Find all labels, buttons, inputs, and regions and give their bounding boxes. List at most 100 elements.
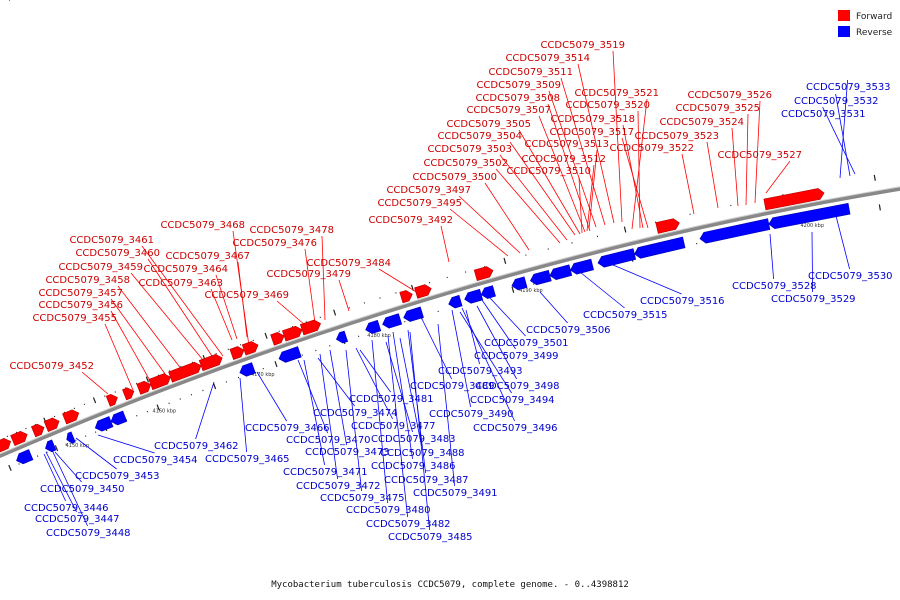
forward-gene-arrow xyxy=(763,188,825,211)
reverse-gene-label: CCDC5079_3499 xyxy=(474,351,559,362)
fwd-tick xyxy=(503,257,507,264)
forward-gene-label: CCDC5079_3523 xyxy=(634,131,719,142)
forward-gene-arrow xyxy=(62,409,80,425)
forward-gene-label: CCDC5079_3500 xyxy=(412,172,497,183)
reverse-label-line xyxy=(769,233,774,280)
tick-label: 4180 kbp xyxy=(367,333,391,339)
reverse-label-line xyxy=(355,347,393,420)
forward-label-line xyxy=(81,371,109,395)
reverse-gene-label: CCDC5079_3471 xyxy=(283,467,368,478)
forward-gene-label: CCDC5079_3497 xyxy=(386,185,471,196)
reverse-label-line xyxy=(465,309,480,365)
reverse-label-line xyxy=(834,211,850,270)
reverse-label-line xyxy=(822,106,856,175)
forward-gene-label: CCDC5079_3463 xyxy=(138,278,223,289)
forward-gene-arrow xyxy=(655,218,680,234)
forward-label-line xyxy=(637,110,641,229)
forward-gene-label: CCDC5079_3521 xyxy=(574,88,659,99)
reverse-label-line xyxy=(317,357,355,407)
tick-label: 4210 kbp xyxy=(0,0,12,2)
reverse-gene-label: CCDC5079_3494 xyxy=(470,395,555,406)
forward-label-line xyxy=(518,129,581,235)
reverse-gene-label: CCDC5079_3487 xyxy=(384,475,469,486)
genome-caption: Mycobacterium tuberculosis CCDC5079, com… xyxy=(271,580,629,590)
reverse-gene-arrow xyxy=(448,294,463,309)
forward-gene-label: CCDC5079_3514 xyxy=(505,53,590,64)
forward-gene-label: CCDC5079_3524 xyxy=(659,117,744,128)
forward-label-line xyxy=(621,137,649,229)
reverse-gene-arrow xyxy=(768,202,851,229)
reverse-gene-arrow xyxy=(16,449,34,465)
reverse-label-line xyxy=(481,299,516,350)
forward-gene-label: CCDC5079_3510 xyxy=(506,166,591,177)
reverse-gene-label: CCDC5079_3486 xyxy=(371,461,456,472)
reverse-gene-label: CCDC5079_3496 xyxy=(473,423,558,434)
rev-tick xyxy=(212,383,217,390)
forward-label-line xyxy=(304,248,316,324)
reverse-gene-arrow xyxy=(480,285,496,299)
forward-label-line xyxy=(681,153,695,215)
fwd-tick xyxy=(873,174,876,181)
forward-gene-label: CCDC5079_3479 xyxy=(266,269,351,280)
reverse-gene-label: CCDC5079_3516 xyxy=(640,296,725,307)
forward-gene-label: CCDC5079_3519 xyxy=(540,40,625,51)
forward-gene-label: CCDC5079_3518 xyxy=(550,114,635,125)
reverse-gene-arrow xyxy=(66,431,76,444)
forward-gene-label: CCDC5079_3512 xyxy=(521,154,606,165)
tick-labels: 4150 kbp 4160 kbp 4170 kbp 4180 kbp 4190 kbp… xyxy=(0,0,824,449)
forward-gene-label: CCDC5079_3495 xyxy=(377,198,462,209)
forward-label-line xyxy=(449,208,509,257)
reverse-gene-label: CCDC5079_3489 xyxy=(410,381,495,392)
forward-label-line xyxy=(631,98,648,230)
forward-gene-label: CCDC5079_3527 xyxy=(717,150,802,161)
reverse-label-line xyxy=(574,267,625,309)
reverse-gene-label: CCDC5079_3533 xyxy=(806,82,891,93)
forward-label-line xyxy=(586,164,595,232)
reverse-gene-label: CCDC5079_3446 xyxy=(24,503,109,514)
forward-label-line xyxy=(538,115,586,233)
reverse-label-line xyxy=(392,331,413,460)
forward-gene-arrow xyxy=(241,341,259,356)
forward-label-line xyxy=(745,113,749,206)
backbone xyxy=(0,186,900,459)
tick-label: 4200 kbp xyxy=(800,223,824,229)
reverse-gene-arrow xyxy=(549,264,573,280)
reverse-gene-label: CCDC5079_3482 xyxy=(366,519,451,530)
forward-gene-label: CCDC5079_3476 xyxy=(232,238,317,249)
reverse-gene-label: CCDC5079_3493 xyxy=(438,366,523,377)
tick-label: 4150 kbp xyxy=(66,443,90,449)
reverse-label-line xyxy=(476,305,517,380)
reverse-gene-arrow xyxy=(570,258,594,275)
reverse-gene-label: CCDC5079_3491 xyxy=(413,488,498,499)
tick-label: 4220 kbp xyxy=(0,0,12,2)
forward-label-line xyxy=(440,225,450,263)
reverse-gene-label: CCDC5079_3529 xyxy=(771,294,856,305)
forward-gene-label: CCDC5079_3520 xyxy=(565,100,650,111)
fwd-tick xyxy=(333,309,337,316)
reverse-gene-label: CCDC5079_3473 xyxy=(305,447,390,458)
fwd-tick xyxy=(92,397,97,404)
reverse-label-line xyxy=(51,449,88,527)
forward-gene-label: CCDC5079_3513 xyxy=(524,139,609,150)
backbone-highlight xyxy=(0,186,900,455)
forward-gene-label: CCDC5079_3455 xyxy=(32,313,117,324)
reverse-label-line xyxy=(297,359,328,434)
forward-label-line xyxy=(110,310,154,387)
forward-gene-arrow xyxy=(105,393,118,407)
reverse-gene-arrow xyxy=(239,362,256,377)
reverse-label-line xyxy=(459,311,512,394)
forward-label-line xyxy=(237,261,248,338)
forward-label-line xyxy=(588,149,598,230)
forward-gene-label: CCDC5079_3503 xyxy=(427,144,512,155)
reverse-gene-label: CCDC5079_3475 xyxy=(320,493,405,504)
reverse-label-line xyxy=(371,339,388,504)
forward-label-line xyxy=(578,176,583,234)
fwd-tick xyxy=(623,226,627,233)
rev-tick xyxy=(274,361,278,368)
reverse-label-line xyxy=(419,314,452,380)
tick-label: 4250 kbp xyxy=(0,0,12,2)
reverse-gene-arrow xyxy=(110,410,128,426)
forward-gene-arrow xyxy=(10,430,28,447)
reverse-label-line xyxy=(387,335,408,518)
forward-label-line xyxy=(612,50,623,223)
